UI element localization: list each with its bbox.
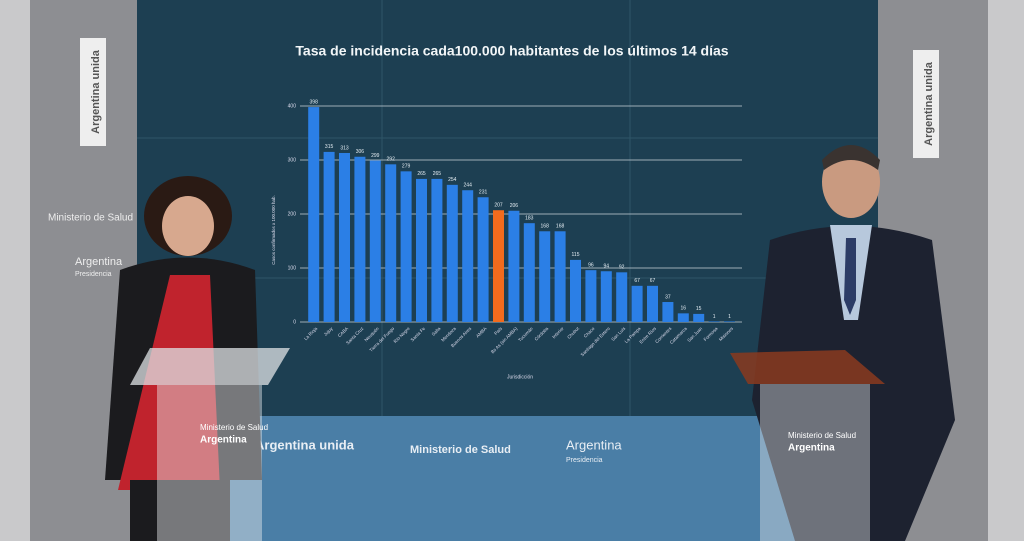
bar — [662, 302, 674, 322]
value-label: 244 — [464, 183, 473, 189]
bar — [446, 184, 458, 322]
floor-text: Argentina — [566, 437, 622, 452]
bar — [631, 285, 643, 322]
bar — [339, 152, 350, 322]
value-label: 231 — [479, 190, 488, 196]
value-label: 15 — [696, 306, 702, 312]
banner-text: Argentina unida — [923, 61, 935, 146]
banner — [913, 50, 939, 158]
y-tick-label: 200 — [288, 211, 297, 217]
value-label: 279 — [402, 164, 411, 170]
y-tick-label: 0 — [293, 319, 296, 325]
value-label: 92 — [619, 265, 625, 271]
value-label: 398 — [310, 99, 319, 105]
bar — [369, 160, 381, 322]
value-label: 292 — [387, 157, 396, 163]
bar — [523, 223, 535, 322]
bar — [385, 164, 397, 322]
podium-text: Ministerio de Salud — [788, 431, 856, 440]
value-label: 168 — [556, 224, 565, 230]
bar — [647, 285, 658, 322]
x-tick-label: Jujuy — [323, 325, 334, 336]
value-label: 207 — [494, 203, 503, 209]
bar — [616, 272, 628, 322]
value-label: 1 — [728, 314, 731, 320]
bar — [462, 190, 474, 322]
bar — [354, 156, 366, 322]
value-label: 254 — [448, 177, 457, 183]
value-label: 306 — [356, 149, 365, 155]
bar — [400, 171, 412, 322]
bar — [323, 151, 335, 322]
value-label: 265 — [433, 171, 442, 177]
value-label: 67 — [634, 278, 640, 284]
bar — [600, 271, 612, 322]
podium-right: Ministerio de Salud Argentina — [730, 350, 885, 541]
screen — [137, 0, 878, 416]
x-axis-label: Jurisdicción — [507, 374, 533, 380]
chart-title: Tasa de incidencia cada100.000 habitante… — [295, 43, 728, 59]
floor-text: Argentina unida — [255, 437, 355, 452]
x-tick-label: Salta — [431, 326, 442, 337]
value-label: 265 — [417, 171, 426, 177]
podium-text: Ministerio de Salud — [200, 423, 268, 432]
value-label: 115 — [572, 252, 580, 258]
value-label: 299 — [371, 153, 380, 159]
bar — [493, 210, 504, 322]
y-axis-label: Casos confirmados x 100.000 hab. — [271, 195, 276, 265]
presidencia-text: Presidencia — [75, 271, 112, 278]
y-tick-label: 300 — [288, 157, 297, 163]
y-tick-label: 400 — [288, 103, 297, 109]
x-tick-label: País — [493, 325, 503, 335]
bar — [570, 259, 581, 322]
bar — [508, 210, 520, 322]
value-label: 96 — [588, 262, 594, 268]
argentina-text: Argentina — [75, 256, 123, 268]
podium-left: Ministerio de Salud Argentina — [130, 348, 290, 541]
value-label: 315 — [325, 144, 334, 150]
bar — [554, 231, 566, 322]
bar — [308, 107, 320, 322]
bar — [539, 231, 551, 322]
floor-text: Ministerio de Salud — [410, 444, 511, 456]
banner-text: Argentina unida — [90, 49, 102, 134]
floor-text: Presidencia — [566, 457, 603, 464]
bar — [677, 313, 689, 322]
value-label: 94 — [604, 264, 610, 270]
y-tick-label: 100 — [288, 265, 297, 271]
ministry-text: Ministerio de Salud — [48, 213, 133, 224]
bar — [693, 313, 705, 322]
value-label: 168 — [541, 224, 550, 230]
banner — [80, 38, 106, 146]
value-label: 1 — [713, 314, 716, 320]
podium-text: Argentina — [200, 435, 247, 446]
value-label: 313 — [340, 145, 349, 151]
bar — [477, 197, 489, 322]
value-label: 16 — [681, 306, 687, 312]
value-label: 206 — [510, 203, 519, 209]
bar — [708, 321, 720, 322]
bar — [585, 270, 597, 322]
bar — [416, 178, 427, 322]
bar — [724, 321, 735, 322]
bar — [431, 178, 443, 322]
podium-text: Argentina — [788, 443, 835, 454]
value-label: 37 — [665, 294, 671, 300]
value-label: 183 — [525, 216, 534, 222]
value-label: 67 — [650, 278, 656, 284]
